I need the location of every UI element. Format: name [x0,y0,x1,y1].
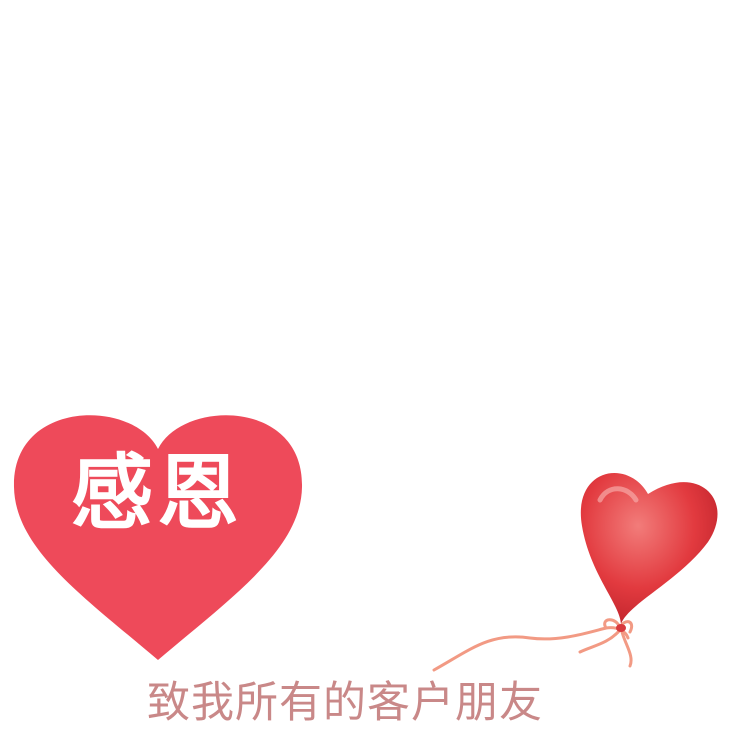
heart-title: 感恩 [70,445,243,541]
heart-shape [13,415,303,660]
subtitle-text: 致我所有的客户朋友 [147,678,543,728]
heart-balloon-icon [432,472,718,672]
heart-icon [13,415,303,660]
